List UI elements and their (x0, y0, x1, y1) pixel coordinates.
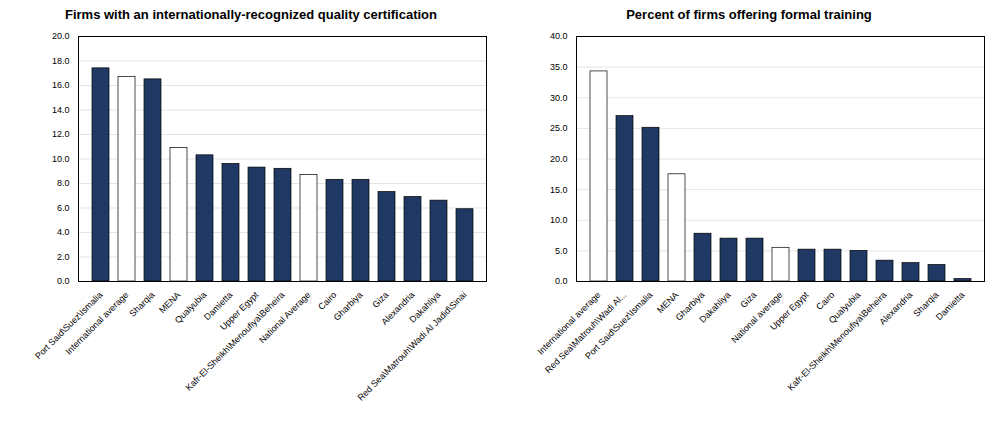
svg-text:MENA: MENA (655, 289, 681, 316)
svg-text:15.0: 15.0 (550, 185, 568, 195)
svg-text:Damietta: Damietta (201, 289, 235, 323)
svg-text:Kafr-El-Sheikh\Menoufiya\Behei: Kafr-El-Sheikh\Menoufiya\Beheira (786, 290, 889, 393)
svg-text:Alexandria: Alexandria (877, 290, 914, 327)
svg-text:25.0: 25.0 (550, 123, 568, 133)
svg-text:International average: International average (535, 289, 603, 357)
svg-text:Kafr-El-Sheikh\Menoufiya\Behei: Kafr-El-Sheikh\Menoufiya\Beheira (184, 290, 287, 393)
svg-text:12.0: 12.0 (52, 129, 70, 139)
svg-text:Dakahliya: Dakahliya (697, 290, 732, 325)
svg-text:20.0: 20.0 (550, 154, 568, 164)
svg-text:Sharqia: Sharqia (127, 290, 156, 319)
svg-text:0.0: 0.0 (555, 276, 568, 286)
svg-text:35.0: 35.0 (550, 62, 568, 72)
svg-text:National average: National average (729, 289, 785, 345)
svg-text:Red Sea\Matrouh\Wadi Al Jadid\: Red Sea\Matrouh\Wadi Al Jadid\Sinai (355, 290, 468, 403)
svg-text:Sharqia: Sharqia (911, 289, 941, 319)
svg-text:Qualyubia: Qualyubia (826, 289, 863, 326)
svg-text:Gharbiya: Gharbiya (332, 290, 365, 323)
svg-text:10.0: 10.0 (550, 215, 568, 225)
svg-text:Alexandria: Alexandria (379, 289, 417, 327)
svg-text:Cairo: Cairo (814, 290, 836, 312)
svg-text:40.0: 40.0 (550, 31, 568, 41)
svg-text:Qualyubia: Qualyubia (173, 290, 209, 326)
html-text:Firms with an internationally-: Firms with an internationally-recognized… (65, 7, 437, 22)
svg-text:National Average: National Average (257, 290, 312, 345)
svg-text:30.0: 30.0 (550, 93, 568, 103)
svg-text:10.0: 10.0 (52, 154, 70, 164)
svg-text:Cairo: Cairo (316, 290, 338, 312)
html-text:Percent of firms offering form: Percent of firms offering formal trainin… (626, 7, 872, 22)
svg-text:Giza: Giza (738, 290, 758, 310)
svg-text:0.0: 0.0 (57, 276, 70, 286)
svg-text:8.0: 8.0 (57, 178, 70, 188)
svg-text:16.0: 16.0 (52, 80, 70, 90)
svg-text:20.0: 20.0 (52, 31, 70, 41)
svg-text:International average: International average (64, 290, 131, 357)
svg-text:Upper Egypt: Upper Egypt (768, 289, 811, 332)
svg-text:5.0: 5.0 (555, 246, 568, 256)
svg-text:Dakahliya: Dakahliya (407, 289, 443, 325)
svg-text:6.0: 6.0 (57, 203, 70, 213)
svg-text:Upper Egypt: Upper Egypt (218, 289, 261, 333)
svg-text:Damietta: Damietta (934, 290, 967, 323)
svg-text:Gharbiya: Gharbiya (673, 289, 707, 323)
svg-text:Port Said\Suez\Ismalia: Port Said\Suez\Ismalia (583, 290, 654, 361)
svg-text:14.0: 14.0 (52, 105, 70, 115)
svg-text:MENA: MENA (157, 289, 183, 316)
svg-text:4.0: 4.0 (57, 227, 70, 237)
svg-text:Red Sea\Matrouh\Wadi Al...: Red Sea\Matrouh\Wadi Al... (543, 289, 629, 376)
svg-text:2.0: 2.0 (57, 252, 70, 262)
svg-text:Giza: Giza (370, 290, 390, 310)
svg-text:18.0: 18.0 (52, 56, 70, 66)
svg-text:Port Said\Suez\Ismalia: Port Said\Suez\Ismalia (33, 289, 105, 362)
